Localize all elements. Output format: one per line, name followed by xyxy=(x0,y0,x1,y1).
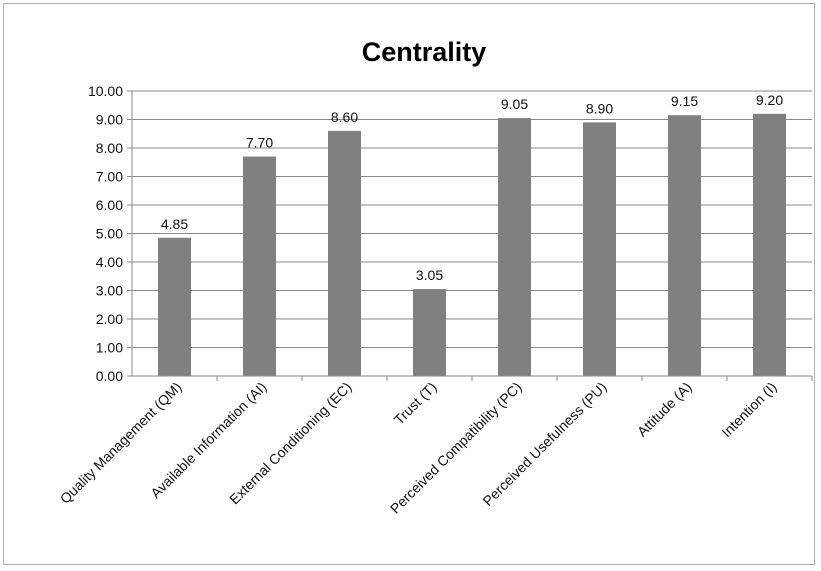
data-label: 7.70 xyxy=(246,135,273,151)
y-tick-label: 8.00 xyxy=(96,140,123,156)
bar xyxy=(243,156,276,376)
bar xyxy=(413,289,446,376)
y-tick-label: 5.00 xyxy=(96,226,123,242)
bar-chart: Centrality 0.00 1.00 2.00 3.00 4.00 5.00 6.00 7… xyxy=(57,37,813,517)
y-tick-label: 3.00 xyxy=(96,283,123,299)
gridlines xyxy=(132,90,812,377)
y-axis-ticks: 0.00 1.00 2.00 3.00 4.00 5.00 6.00 7.00 8.00 9.00… xyxy=(88,83,133,384)
chart-frame: Centrality 0.00 1.00 2.00 3.00 4.00 5.00 6.00 7… xyxy=(3,3,815,565)
y-tick-label: 7.00 xyxy=(96,169,123,185)
data-label: 8.90 xyxy=(586,100,613,116)
chart-title: Centrality xyxy=(362,37,487,67)
bar xyxy=(583,122,616,376)
bar xyxy=(668,115,701,376)
data-label: 9.15 xyxy=(671,93,698,109)
bar xyxy=(158,237,191,376)
bar xyxy=(328,130,361,376)
y-tick-label: 10.00 xyxy=(88,83,123,99)
bar xyxy=(498,118,531,376)
category-label: Attitude (A) xyxy=(634,379,695,440)
y-tick-label: 6.00 xyxy=(96,197,123,213)
category-label: Trust (T) xyxy=(391,379,440,428)
category-label: Intention (I) xyxy=(718,379,779,440)
y-tick-label: 1.00 xyxy=(96,340,123,356)
x-axis xyxy=(132,375,813,381)
bars xyxy=(158,113,786,377)
category-labels: Quality Management (QM)Available Informa… xyxy=(57,379,780,517)
data-label: 9.20 xyxy=(756,92,783,108)
y-tick-label: 0.00 xyxy=(96,368,123,384)
bar xyxy=(753,113,786,377)
data-label: 9.05 xyxy=(501,96,528,112)
y-tick-label: 2.00 xyxy=(96,311,123,327)
y-tick-label: 4.00 xyxy=(96,254,123,270)
data-label: 3.05 xyxy=(416,267,443,283)
y-tick-label: 9.00 xyxy=(96,112,123,128)
data-labels: 4.85 7.70 8.60 3.05 9.05 8.90 9.15 9.20 xyxy=(161,92,783,283)
data-label: 8.60 xyxy=(331,109,358,125)
data-label: 4.85 xyxy=(161,216,188,232)
